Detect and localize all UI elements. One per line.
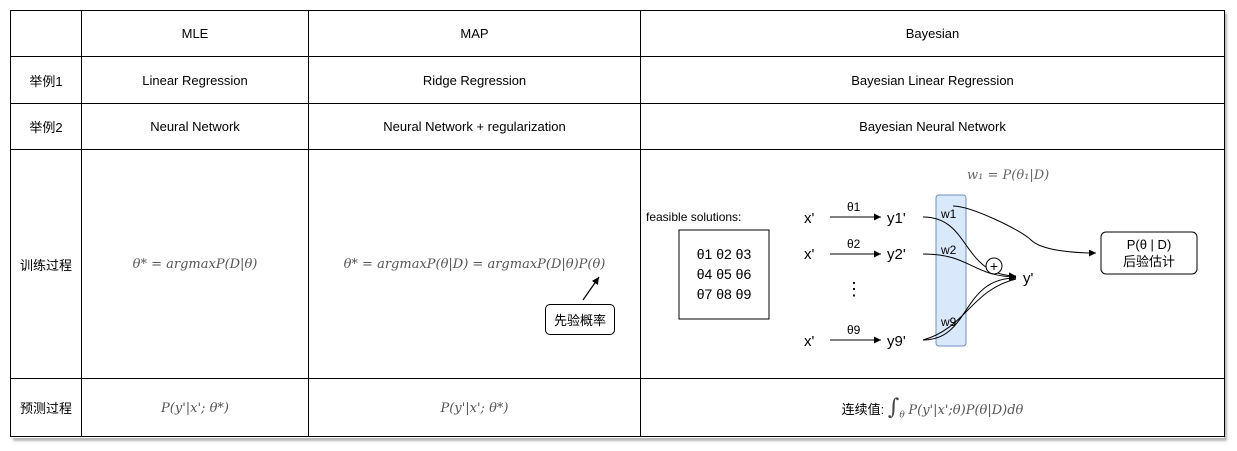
prediction-map-cell: P(y'|x'; θ*): [308, 378, 641, 437]
training-map-cell: θ* = argmaxP(θ|D) = argmaxP(D|θ)P(θ) 先验概…: [308, 149, 641, 379]
arrow-to-posterior: [952, 205, 1097, 257]
bayesian-diagram: w₁ = P(θ₁|D) feasible solutions: θ1 θ2 θ…: [646, 168, 1198, 350]
theta9-label: θ9: [847, 323, 861, 337]
prediction-map-formula: P(y'|x'; θ*): [440, 400, 509, 416]
theta-grid-row2: θ4 θ5 θ6: [697, 266, 752, 282]
curve-y9-to-output: [922, 274, 1017, 341]
curve-y1-to-output: [922, 216, 1017, 280]
posterior-line1: P(θ | D): [1127, 237, 1172, 252]
training-row: 训练过程 θ* = argmaxP(D|θ) θ* = argmaxP(θ|D)…: [10, 149, 1225, 379]
row-label-example1: 举例1: [10, 56, 82, 104]
header-bayesian: Bayesian: [640, 10, 1225, 57]
weight-formula: w₁ = P(θ₁|D): [967, 168, 1049, 183]
theta-grid-row1: θ1 θ2 θ3: [697, 246, 752, 262]
vertical-ellipsis: ⋮: [845, 279, 863, 299]
output-y9: y9': [887, 333, 906, 350]
input-x2: x': [804, 246, 815, 263]
example2-map: Neural Network + regularization: [308, 103, 641, 150]
input-x9: x': [804, 333, 815, 350]
weight-w2: w2: [940, 243, 957, 257]
header-map: MAP: [308, 10, 641, 57]
example1-row: 举例1 Linear Regression Ridge Regression B…: [10, 56, 1225, 104]
weight-w9: w9: [940, 315, 957, 329]
row-label-training: 训练过程: [10, 149, 82, 379]
input-x1: x': [804, 210, 815, 227]
integral-sign: ∫: [887, 394, 900, 420]
weight-w1: w1: [940, 207, 957, 221]
prior-note-box: 先验概率: [545, 304, 616, 335]
integral-subscript: θ: [899, 410, 905, 421]
header-empty: [10, 10, 82, 57]
posterior-line2: 后验估计: [1123, 254, 1175, 269]
theta1-label: θ1: [847, 200, 861, 214]
header-mle: MLE: [81, 10, 309, 57]
comparison-table: MLE MAP Bayesian 举例1 Linear Regression R…: [10, 10, 1225, 437]
theta-grid-box: [678, 229, 770, 320]
feasible-label: feasible solutions:: [646, 210, 741, 224]
training-bayes-cell: w₁ = P(θ₁|D) feasible solutions: θ1 θ2 θ…: [640, 149, 1225, 379]
sum-circle: [985, 257, 1003, 275]
row-label-example2: 举例2: [10, 103, 82, 150]
example2-mle: Neural Network: [81, 103, 309, 150]
output-y2: y2': [887, 246, 906, 263]
prediction-bayes-prefix: 连续值:: [841, 401, 885, 417]
prediction-row: 预测过程 P(y'|x'; θ*) P(y'|x'; θ*) 连续值: ∫θ P…: [10, 378, 1225, 437]
mle-formula: θ* = argmaxP(D|θ): [132, 257, 258, 272]
prediction-mle-formula: P(y'|x'; θ*): [161, 400, 229, 416]
curve-y2-to-output: [922, 253, 1017, 281]
curve-y9-upper: [922, 278, 1017, 341]
sum-plus: +: [990, 258, 998, 274]
prediction-bayes-formula: P(y'|x';θ)P(θ|D)dθ: [908, 402, 1024, 418]
example2-bayes: Bayesian Neural Network: [640, 103, 1225, 150]
example2-row: 举例2 Neural Network Neural Network + regu…: [10, 103, 1225, 150]
example1-bayes: Bayesian Linear Regression: [640, 56, 1225, 104]
prediction-bayes-cell: 连续值: ∫θ P(y'|x';θ)P(θ|D)dθ: [640, 378, 1225, 437]
prior-arrow: [582, 276, 600, 301]
theta2-label: θ2: [847, 237, 861, 251]
prediction-mle-cell: P(y'|x'; θ*): [81, 378, 309, 437]
map-formula: θ* = argmaxP(θ|D) = argmaxP(D|θ)P(θ): [343, 257, 606, 272]
row-label-prediction: 预测过程: [10, 378, 82, 437]
final-output: y': [1023, 270, 1034, 287]
header-row: MLE MAP Bayesian: [10, 10, 1225, 57]
training-mle-cell: θ* = argmaxP(D|θ): [81, 149, 309, 379]
example1-map: Ridge Regression: [308, 56, 641, 104]
weight-band: [935, 194, 967, 347]
posterior-box: [1100, 231, 1198, 275]
example1-mle: Linear Regression: [81, 56, 309, 104]
output-y1: y1': [887, 210, 906, 227]
theta-grid-row3: θ7 θ8 θ9: [697, 286, 752, 302]
